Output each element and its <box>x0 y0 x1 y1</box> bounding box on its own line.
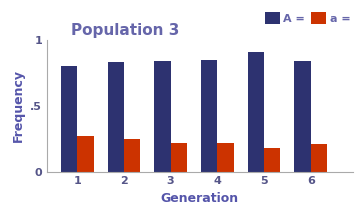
Bar <box>264 148 280 172</box>
Bar <box>201 60 217 172</box>
Bar <box>294 61 311 172</box>
Text: Population 3: Population 3 <box>71 24 180 38</box>
Bar <box>108 62 124 172</box>
Bar <box>154 61 171 172</box>
Bar <box>248 52 264 172</box>
Y-axis label: Frequency: Frequency <box>12 69 24 142</box>
Bar <box>311 144 327 172</box>
Bar <box>217 143 234 172</box>
Bar <box>77 136 94 172</box>
Bar <box>124 139 140 172</box>
Legend: A =, a =: A =, a = <box>265 12 350 24</box>
Bar <box>61 66 77 172</box>
X-axis label: Generation: Generation <box>161 192 239 205</box>
Bar <box>171 143 187 172</box>
